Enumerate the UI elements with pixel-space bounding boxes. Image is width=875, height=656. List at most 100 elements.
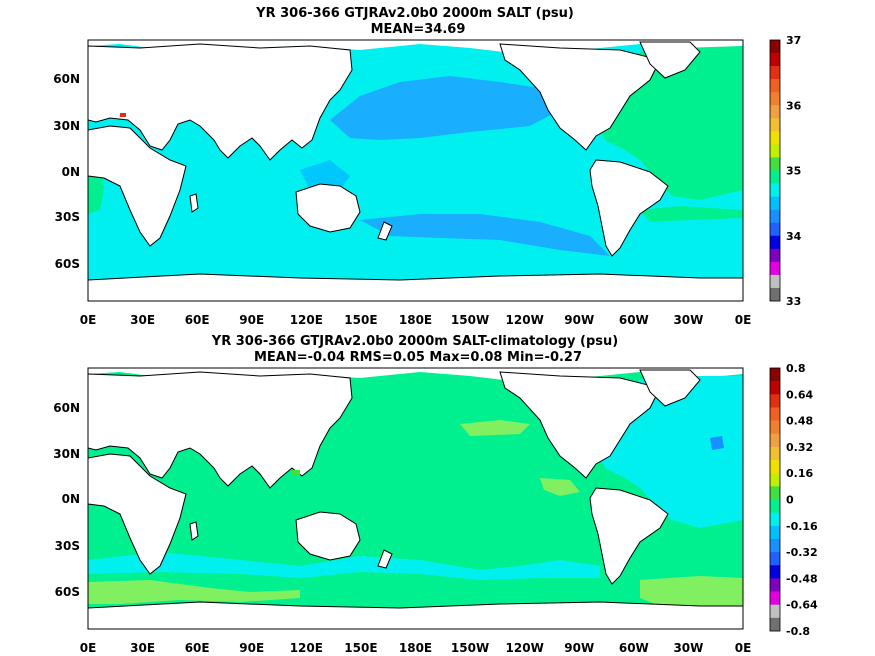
colorbar-swatch [770, 394, 780, 408]
map-frame [87, 39, 744, 302]
colorbar-label: -0.32 [786, 546, 818, 559]
colorbar-swatch [770, 565, 780, 579]
south-america-landmass [589, 159, 669, 257]
colorbar-swatch [770, 617, 780, 632]
colorbar-swatch [770, 118, 780, 132]
lon-label: 60W [619, 641, 649, 655]
map-area [87, 39, 744, 302]
lon-label: 90W [564, 313, 594, 327]
madagascar-landmass [189, 521, 199, 541]
mediterranean-outflow-marker [120, 113, 126, 117]
lat-label: 30S [55, 210, 80, 224]
lon-label: 60W [619, 313, 649, 327]
colorbar-swatch [770, 381, 780, 395]
continents [87, 41, 744, 302]
australia-landmass [295, 183, 361, 233]
colorbar: 37 36 35 34 33 [769, 34, 802, 308]
map-frame [87, 367, 744, 630]
colorbar-swatch [770, 473, 780, 487]
south-atlantic-positive-region [640, 576, 743, 608]
colorbar-frame [769, 39, 781, 302]
colorbar-swatch [770, 235, 780, 250]
lon-label: 0E [80, 641, 97, 655]
greenland-landmass [639, 369, 701, 407]
colorbar-swatch [770, 446, 780, 461]
north-pacific-positive-region [460, 420, 530, 436]
southern-ocean-band [88, 552, 600, 580]
colorbar-swatch [770, 512, 780, 527]
negative-anomaly-spot [710, 436, 724, 450]
lat-label: 60S [55, 257, 80, 271]
lon-label: 0E [80, 313, 97, 327]
indonesia-region [300, 160, 350, 190]
colorbar-swatch [770, 433, 780, 448]
lon-label: 120W [506, 641, 544, 655]
lon-label: 90E [239, 313, 264, 327]
colorbar-swatch [770, 604, 780, 619]
colorbar-label: 0.64 [786, 388, 813, 401]
lon-label: 180E [399, 641, 432, 655]
south-pacific-region [360, 214, 610, 256]
colorbar-swatch [770, 287, 780, 302]
colorbar-swatch [770, 92, 780, 106]
colorbar-swatch [770, 209, 780, 223]
eurasia-landmass [87, 371, 353, 489]
colorbar-swatch [770, 222, 780, 237]
madagascar-landmass [189, 193, 199, 213]
colorbar-swatch [770, 407, 780, 421]
colorbar-swatch [770, 40, 780, 54]
lon-label: 150W [451, 641, 489, 655]
colorbar-swatch [770, 157, 780, 171]
colorbar-swatch [770, 486, 780, 500]
lon-label: 150W [451, 313, 489, 327]
panel-title-line1: YR 306-366 GTJRAv2.0b0 2000m SALT (psu) [255, 6, 574, 21]
panel-title-line2: MEAN=-0.04 RMS=0.05 Max=0.08 Min=-0.27 [254, 350, 582, 365]
colorbar-swatch [770, 170, 780, 184]
colorbar-swatch [770, 144, 780, 158]
colorbar-label: -0.48 [786, 572, 818, 585]
australia-landmass [295, 511, 361, 561]
arctic-region [88, 368, 743, 382]
south-atlantic-region [640, 206, 743, 222]
colorbar-swatch [770, 131, 780, 145]
colorbar-swatch [770, 66, 780, 80]
continents [87, 369, 744, 630]
colorbar-label: 35 [786, 165, 801, 178]
colorbar-swatch [770, 591, 780, 605]
lon-axis-labels: 0E 30E 60E 90E 120E 150E 180E 150W 120W 90W 60W 30W… [80, 641, 752, 655]
colorbar-label: -0.64 [786, 599, 818, 612]
lat-label: 60N [53, 72, 80, 86]
panel-title-line1: YR 306-366 GTJRAv2.0b0 2000m SALT-climat… [211, 334, 618, 349]
lon-label: 0E [735, 641, 752, 655]
colorbar-swatch [770, 525, 780, 540]
lat-label: 60N [53, 401, 80, 415]
colorbar-label: -0.16 [786, 520, 818, 533]
colorbar-label: -0.8 [786, 625, 810, 638]
panel-salt-anomaly: YR 306-366 GTJRAv2.0b0 2000m SALT-climat… [53, 334, 818, 655]
lat-label: 30S [55, 539, 80, 553]
eurasia-landmass [87, 43, 353, 161]
colorbar-swatch [770, 552, 780, 566]
equatorial-pacific-positive-region [540, 478, 580, 496]
new-zealand-landmass [377, 221, 393, 241]
africa-landmass [87, 125, 187, 247]
colorbar-label: 0 [786, 494, 794, 507]
lon-label: 30E [130, 313, 155, 327]
southern-indian-positive-region [88, 580, 300, 604]
north-pacific-region [330, 76, 560, 140]
colorbar-swatch [770, 105, 780, 119]
positive-anomaly-marker [292, 470, 300, 476]
lon-label: 120E [290, 313, 323, 327]
colorbar-swatch [770, 261, 780, 276]
lat-label: 0N [62, 165, 80, 179]
lat-label: 0N [62, 492, 80, 506]
lon-label: 0E [735, 313, 752, 327]
lon-label: 30W [673, 641, 703, 655]
colorbar-swatch [770, 79, 780, 93]
lon-axis-labels: 0E 30E 60E 90E 120E 150E 180E 150W 120W 90W 60W 30W… [80, 313, 752, 327]
lon-label: 120E [290, 641, 323, 655]
colorbar-swatch [770, 368, 780, 382]
lat-label: 60S [55, 585, 80, 599]
colorbar-swatch [770, 53, 780, 67]
